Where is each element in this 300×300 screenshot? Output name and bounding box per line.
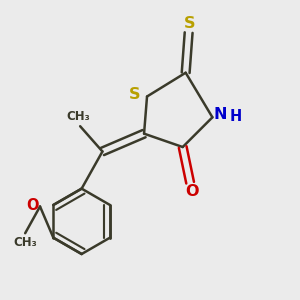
Text: O: O [26,198,38,213]
Text: S: S [129,87,140,102]
Text: S: S [184,16,196,31]
Text: H: H [230,109,242,124]
Text: O: O [185,184,198,199]
Text: CH₃: CH₃ [67,110,91,123]
Text: CH₃: CH₃ [13,236,37,249]
Text: N: N [214,107,227,122]
